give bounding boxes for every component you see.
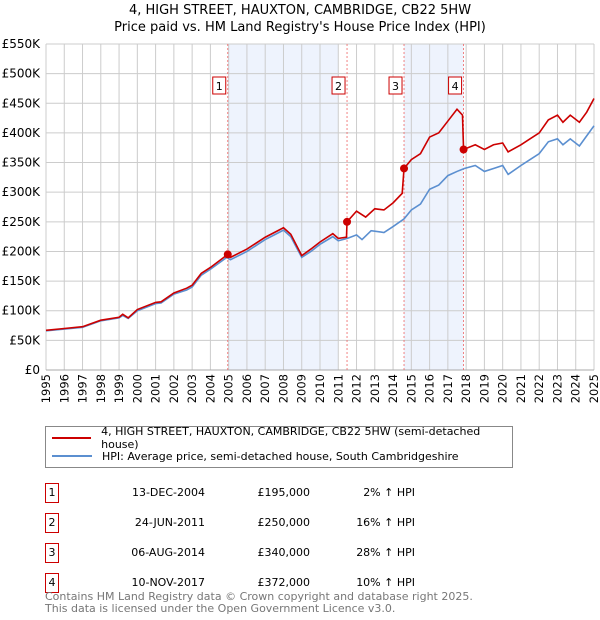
- chart-title: 4, HIGH STREET, HAUXTON, CAMBRIDGE, CB22…: [128, 3, 472, 18]
- legend-label: HPI: Average price, semi-detached house,…: [102, 449, 459, 463]
- sale-marker-number: 3: [392, 80, 399, 93]
- y-tick-label: £0: [25, 363, 40, 377]
- x-tick-label: 2021: [514, 374, 528, 403]
- sale-price: £340,000: [257, 546, 311, 559]
- sale-point: [459, 145, 468, 154]
- sale-point: [400, 164, 409, 173]
- y-tick-label: £300K: [2, 185, 42, 199]
- y-tick-label: £150K: [2, 274, 42, 288]
- sale-number-badge: 1: [45, 483, 59, 503]
- y-tick-label: £500K: [2, 67, 42, 81]
- footer-line-1: Contains HM Land Registry data © Crown c…: [45, 590, 473, 603]
- sale-date: 13-DEC-2004: [131, 486, 205, 499]
- y-tick-label: £50K: [9, 333, 41, 347]
- property-price-line: [45, 98, 595, 332]
- x-tick-label: 2022: [532, 374, 546, 403]
- legend-item-hpi: HPI: Average price, semi-detached house,…: [52, 448, 459, 464]
- x-tick-label: 2018: [459, 374, 473, 403]
- sale-price: £250,000: [257, 516, 311, 529]
- y-tick-label: £200K: [2, 244, 42, 258]
- x-tick-label: 2024: [569, 374, 583, 403]
- sale-marker-box: [448, 76, 463, 95]
- x-tick-label: 2019: [477, 374, 491, 403]
- chart-subtitle: Price paid vs. HM Land Registry's House …: [114, 20, 486, 35]
- x-tick-label: 2020: [496, 374, 510, 403]
- sale-hpi-diff: 10% ↑ HPI: [356, 576, 415, 589]
- legend-swatch-red: [52, 437, 92, 439]
- hpi-line: [45, 125, 595, 332]
- x-tick-label: 1996: [57, 374, 71, 403]
- x-tick-label: 2005: [222, 374, 236, 403]
- x-tick-label: 1997: [76, 374, 90, 403]
- sale-price: £195,000: [257, 486, 311, 499]
- sale-marker-box: [331, 76, 346, 95]
- sale-number-badge: 3: [45, 543, 59, 563]
- x-tick-label: 2006: [240, 374, 254, 403]
- x-tick-label: 2004: [203, 374, 217, 403]
- sale-number-badge: 2: [45, 513, 59, 533]
- sale-hpi-diff: 2% ↑ HPI: [363, 486, 415, 499]
- sale-date: 10-NOV-2017: [131, 576, 205, 589]
- legend: 4, HIGH STREET, HAUXTON, CAMBRIDGE, CB22…: [45, 425, 513, 468]
- x-tick-label: 2009: [295, 374, 309, 403]
- x-tick-label: 2015: [404, 374, 418, 403]
- sale-marker-box: [212, 76, 227, 95]
- x-tick-label: 2025: [587, 374, 600, 403]
- sale-date: 06-AUG-2014: [131, 546, 205, 559]
- x-tick-label: 2014: [386, 374, 400, 403]
- y-tick-label: £100K: [2, 304, 42, 318]
- legend-label: 4, HIGH STREET, HAUXTON, CAMBRIDGE, CB22…: [101, 425, 481, 451]
- y-tick-label: £350K: [2, 156, 42, 170]
- y-tick-label: £450K: [2, 96, 42, 110]
- y-tick-label: £550K: [2, 37, 42, 51]
- sale-hpi-diff: 28% ↑ HPI: [356, 546, 415, 559]
- shaded-range: [404, 44, 464, 370]
- sale-hpi-diff: 16% ↑ HPI: [356, 516, 415, 529]
- sale-marker-number: 4: [452, 80, 459, 93]
- sale-marker-box: [388, 76, 403, 95]
- sale-point: [223, 250, 232, 259]
- x-tick-label: 2023: [550, 374, 564, 403]
- sale-marker-number: 2: [335, 80, 342, 93]
- x-tick-label: 2012: [350, 374, 364, 403]
- sale-date: 24-JUN-2011: [134, 516, 205, 529]
- x-tick-label: 1999: [112, 374, 126, 403]
- x-tick-label: 2010: [313, 374, 327, 403]
- x-tick-label: 2002: [167, 374, 181, 403]
- x-tick-label: 1995: [39, 374, 53, 403]
- y-tick-label: £400K: [2, 126, 42, 140]
- sale-marker-number: 1: [216, 80, 223, 93]
- x-tick-label: 1998: [94, 374, 108, 403]
- sale-number-badge: 4: [45, 573, 59, 593]
- x-tick-label: 2003: [185, 374, 199, 403]
- x-tick-label: 2013: [368, 374, 382, 403]
- legend-swatch-blue: [52, 455, 92, 457]
- sale-point: [343, 217, 352, 226]
- x-tick-label: 2000: [130, 374, 144, 403]
- x-tick-label: 2007: [258, 374, 272, 403]
- footer-line-2: This data is licensed under the Open Gov…: [45, 602, 396, 615]
- x-tick-label: 2001: [149, 374, 163, 403]
- x-tick-label: 2017: [441, 374, 455, 403]
- x-tick-label: 2016: [423, 374, 437, 403]
- y-tick-label: £250K: [2, 215, 42, 229]
- price-chart: £0 £50K £100K £150K £200K £250K £300K £350K £400…: [2, 37, 600, 403]
- x-tick-label: 2011: [331, 374, 345, 403]
- x-tick-label: 2008: [276, 374, 290, 403]
- legend-item-property: 4, HIGH STREET, HAUXTON, CAMBRIDGE, CB22…: [52, 425, 512, 451]
- sale-price: £372,000: [257, 576, 311, 589]
